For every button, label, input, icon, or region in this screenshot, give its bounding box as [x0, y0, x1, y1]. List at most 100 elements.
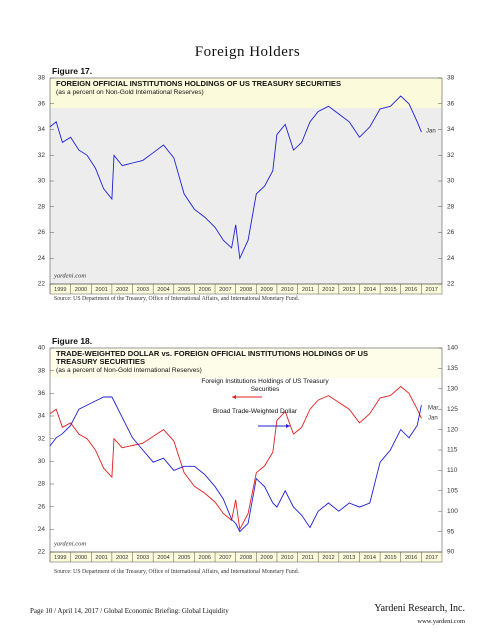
figure-label: Figure 18.: [52, 336, 93, 346]
x-tick-label: 1999: [54, 555, 66, 561]
x-tick-label: 2007: [219, 287, 231, 293]
y-tick-label: 22: [38, 281, 46, 288]
y-tick-label: 26: [38, 503, 46, 510]
y2-tick-label: 105: [447, 488, 458, 495]
annotation: yardeni.com: [53, 540, 86, 547]
legend-arrowhead: [286, 424, 290, 428]
x-tick-label: 2003: [137, 287, 149, 293]
x-tick-label: 2009: [260, 287, 272, 293]
legend-arrowhead: [232, 395, 236, 399]
y-tick-label: 38: [38, 367, 46, 374]
x-tick-label: 2012: [322, 287, 334, 293]
series-line: [49, 385, 422, 531]
source-note: Source: US Department of the Treasury, O…: [54, 569, 300, 575]
y-tick-label: 30: [38, 458, 46, 465]
x-tick-label: 2013: [343, 555, 355, 561]
y-tick-label-right: 36: [447, 100, 455, 107]
x-tick-label: 2013: [343, 287, 355, 293]
y-tick-label: 40: [38, 345, 46, 352]
y-tick-label: 28: [38, 203, 46, 210]
x-tick-label: 2006: [199, 555, 211, 561]
figure-label: Figure 17.: [52, 66, 93, 76]
x-tick-label: 1999: [54, 287, 66, 293]
title-band: [50, 348, 442, 378]
y-tick-label: 26: [38, 229, 46, 236]
y-tick-label: 36: [38, 100, 46, 107]
y-tick-label-right: 26: [447, 229, 455, 236]
legend-label: Broad Trade-Weighted Dollar: [212, 408, 298, 415]
footer-url: www.yardeni.com: [417, 618, 465, 625]
annotation: Jan: [426, 129, 436, 135]
y-tick-label: 38: [38, 75, 46, 82]
x-tick-label: 2010: [281, 287, 293, 293]
chart-subtitle: (as a percent of Non-Gold International …: [56, 367, 202, 374]
page-title: Foreign Holders: [194, 44, 301, 60]
y2-tick-label: 120: [447, 426, 458, 433]
x-tick-label: 2010: [281, 555, 293, 561]
x-tick-label: 2003: [137, 555, 149, 561]
y2-tick-label: 95: [447, 528, 455, 535]
x-tick-label: 2000: [75, 555, 87, 561]
y-tick-label: 34: [38, 413, 46, 420]
x-tick-label: 2009: [260, 555, 272, 561]
x-tick-label: 2005: [178, 287, 190, 293]
x-tick-label: 2007: [219, 555, 231, 561]
y2-tick-label: 130: [447, 386, 458, 393]
y-tick-label-right: 28: [447, 203, 455, 210]
y2-tick-label: 90: [447, 549, 455, 556]
y-tick-label: 24: [38, 526, 46, 533]
x-tick-label: 2002: [116, 555, 128, 561]
y-tick-label: 32: [38, 435, 46, 442]
x-tick-label: 2001: [95, 287, 107, 293]
annotation: Mar: [428, 406, 438, 412]
y2-tick-label: 135: [447, 365, 458, 372]
y-tick-label: 36: [38, 390, 46, 397]
x-tick-label: 2016: [405, 555, 417, 561]
legend-label: Foreign Institutions Holdings of US Trea…: [201, 378, 329, 393]
plot-frame: [49, 347, 443, 553]
x-tick-label: 2012: [322, 555, 334, 561]
y2-tick-label: 140: [447, 345, 458, 352]
x-tick-label: 2000: [75, 287, 87, 293]
x-tick-label: 2015: [384, 287, 396, 293]
x-tick-label: 2014: [364, 555, 376, 561]
y-tick-label: 34: [38, 126, 46, 133]
annotation: Jan: [428, 416, 438, 422]
y-tick-label: 32: [38, 152, 46, 159]
y-tick-label: 30: [38, 178, 46, 185]
x-tick-label: 2017: [425, 555, 437, 561]
footer-company: Yardeni Research, Inc.: [374, 603, 465, 614]
x-tick-label: 2017: [425, 287, 437, 293]
chart-title: FOREIGN OFFICIAL INSTITUTIONS HOLDINGS O…: [56, 79, 342, 88]
title-band: [50, 78, 442, 108]
plot-area: [50, 78, 442, 284]
y2-tick-label: 110: [447, 467, 458, 474]
x-tick-label: 2015: [384, 555, 396, 561]
x-tick-label: 2004: [157, 287, 169, 293]
x-tick-label: 2011: [302, 555, 314, 561]
series-line: [49, 95, 422, 260]
series-line: [49, 396, 422, 533]
x-tick-label: 2006: [199, 287, 211, 293]
y-tick-label: 28: [38, 481, 46, 488]
x-tick-label: 2001: [95, 555, 107, 561]
x-tick-label: 2008: [240, 287, 252, 293]
y2-tick-label: 100: [447, 508, 458, 515]
x-tick-label: 2014: [364, 287, 376, 293]
x-tick-label: 2005: [178, 555, 190, 561]
y-tick-label-right: 24: [447, 255, 455, 262]
chart-subtitle: (as a percent on Non-Gold International …: [56, 89, 204, 96]
x-tick-label: 2004: [157, 555, 169, 561]
footer-left: Page 10 / April 14, 2017 / Global Econom…: [30, 607, 229, 615]
y-tick-label: 24: [38, 255, 46, 262]
y2-tick-label: 125: [447, 406, 458, 413]
y-tick-label-right: 32: [447, 152, 455, 159]
chart-title: TRADE-WEIGHTED DOLLAR vs. FOREIGN OFFICI…: [56, 349, 369, 367]
y-tick-label: 22: [38, 549, 46, 556]
y-tick-label-right: 30: [447, 178, 455, 185]
plot-frame: [49, 77, 443, 285]
y-tick-label-right: 38: [447, 75, 455, 82]
y-tick-label-right: 22: [447, 281, 455, 288]
